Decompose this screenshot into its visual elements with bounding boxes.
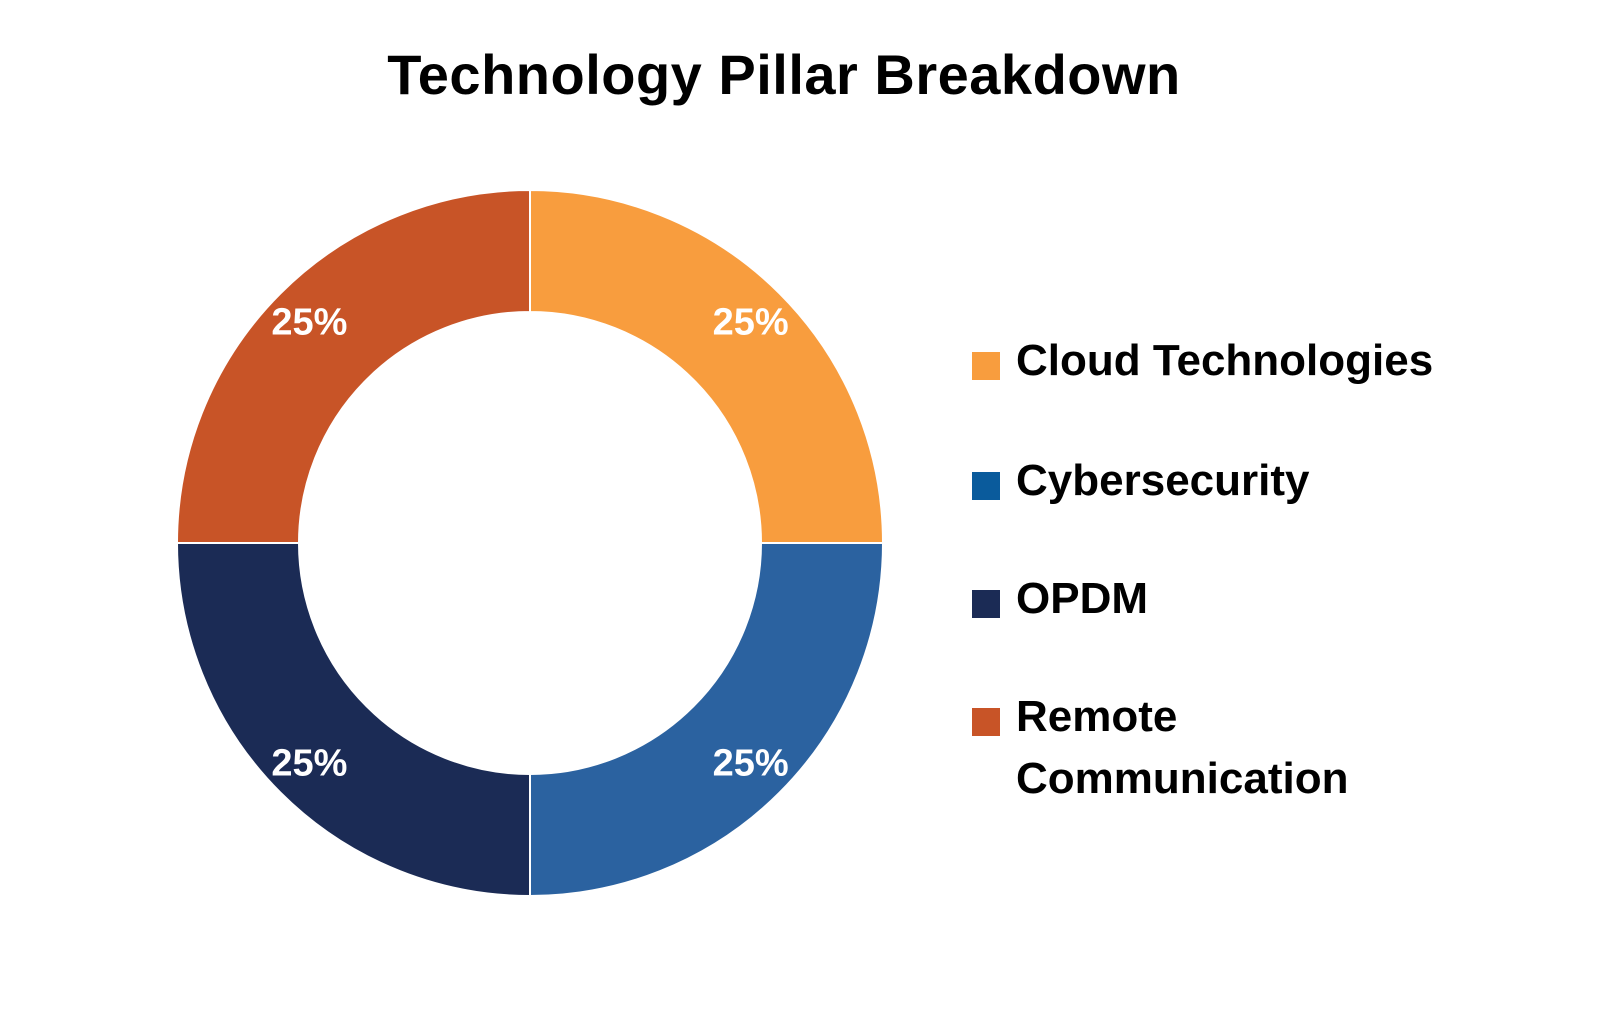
donut-slice-opdm <box>175 542 531 898</box>
donut-data-labels: 25% 25% 25% 25% <box>271 301 788 784</box>
legend-item-cybersecurity: Cybersecurity <box>972 450 1532 568</box>
legend-label: Cybersecurity <box>1016 456 1310 505</box>
legend-label: Remote Communication <box>1016 692 1349 803</box>
donut-slice-remote-communication <box>175 188 531 544</box>
legend-label: Cloud Technologies <box>1016 336 1434 385</box>
data-label: 25% <box>713 743 789 785</box>
legend-item-cloud-technologies: Cloud Technologies <box>972 330 1532 450</box>
legend-swatch <box>972 352 1000 380</box>
legend-label: OPDM <box>1016 574 1148 623</box>
donut-slice-cloud-technologies <box>529 188 885 544</box>
legend-swatch <box>972 590 1000 618</box>
data-label: 25% <box>271 743 347 785</box>
data-label: 25% <box>713 301 789 343</box>
data-label: 25% <box>271 301 347 343</box>
legend: Cloud Technologies Cybersecurity OPDM Re… <box>972 330 1532 826</box>
donut-slice-cybersecurity <box>529 542 885 898</box>
legend-swatch <box>972 472 1000 500</box>
legend-item-opdm: OPDM <box>972 568 1532 686</box>
chart-title: Technology Pillar Breakdown <box>387 43 1181 106</box>
legend-item-remote-communication: Remote Communication <box>972 686 1532 826</box>
legend-swatch <box>972 708 1000 736</box>
donut-slices <box>175 188 885 898</box>
